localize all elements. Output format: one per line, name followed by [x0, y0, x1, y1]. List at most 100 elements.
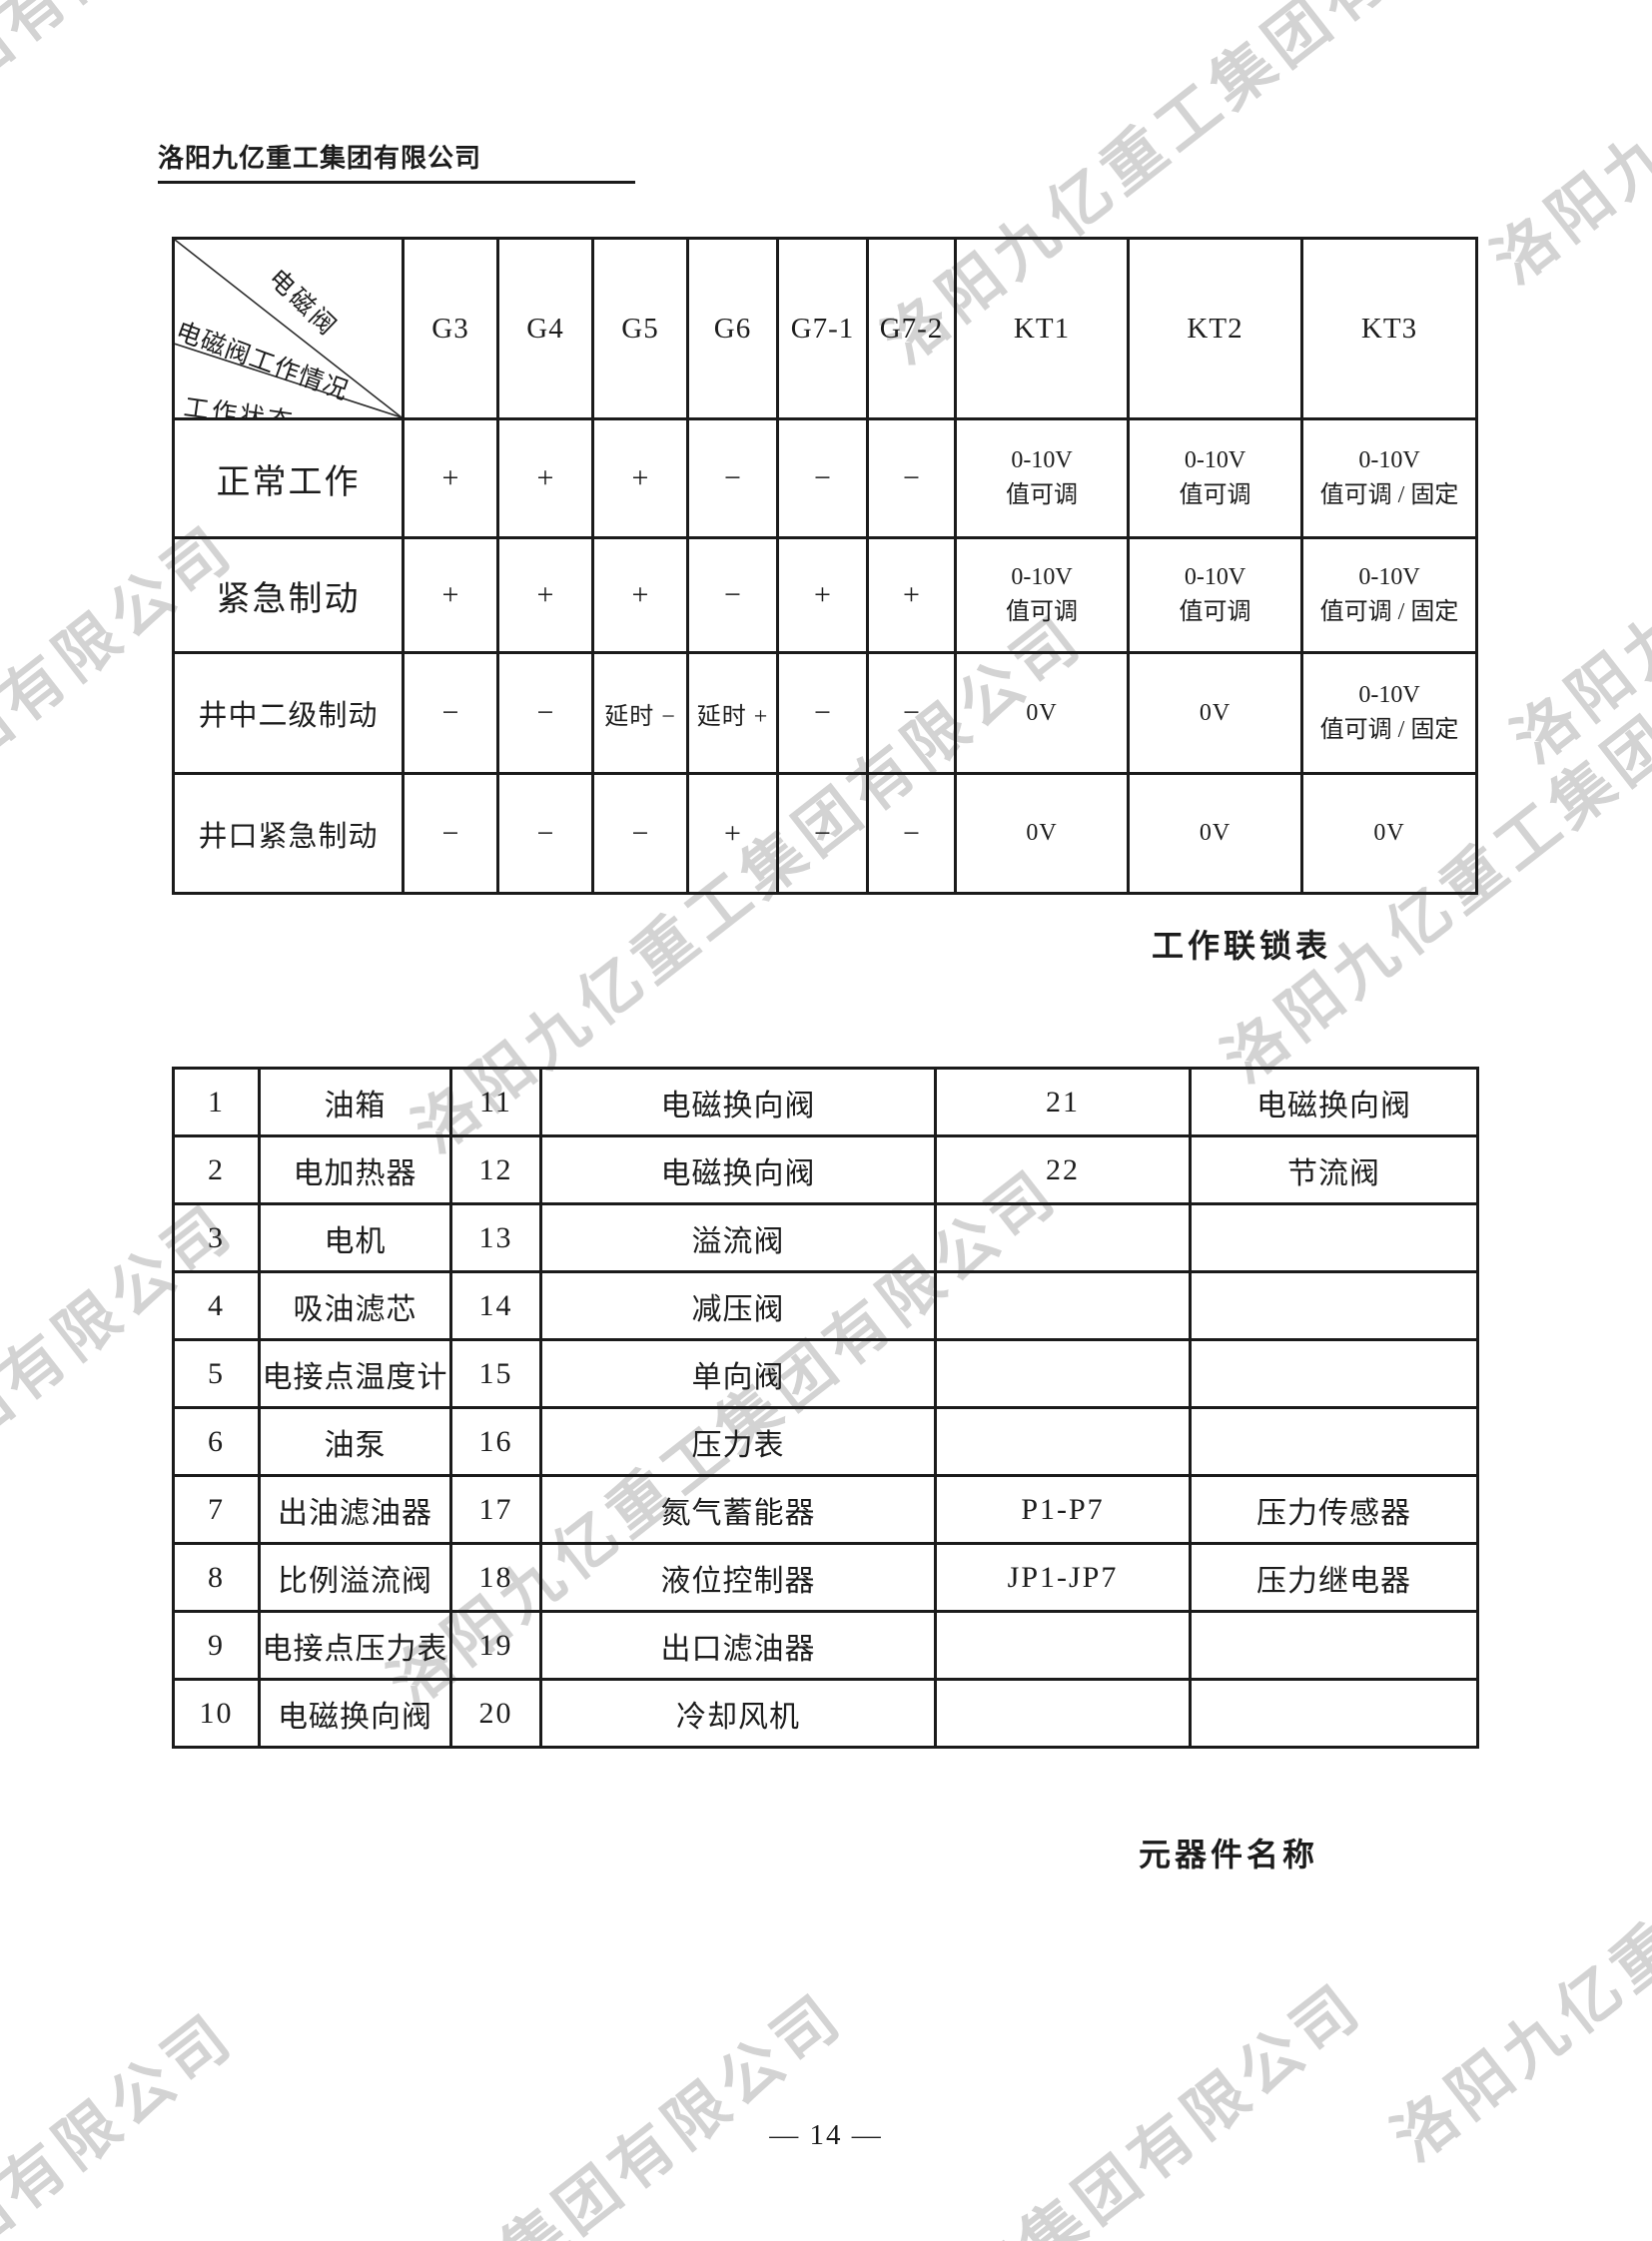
kt-value-line: 值可调 — [1179, 482, 1251, 508]
component-table-row: 8 比例溢流阀 18 液位控制器 JP1-JP7 压力继电器 — [172, 1542, 1479, 1613]
component-table-row: 10 电磁换向阀 20 冷却风机 — [172, 1678, 1479, 1749]
component-name: 电接点压力表 — [258, 1610, 452, 1681]
watermark-text: 洛阳九亿重工集团有限公司 — [152, 1967, 859, 2241]
interlock-value-cell: − — [686, 536, 779, 654]
interlock-table-row: 井中二级制动 − − 延时 − 延时 + − −0V 0V 0-10V 值可调 / 固定 — [172, 651, 1478, 775]
interlock-value-cell: + — [776, 536, 869, 654]
component-table-row: 1 油箱 11 电磁换向阀 21 电磁换向阀 — [172, 1067, 1479, 1137]
components-table: 1 油箱 11 电磁换向阀 21 电磁换向阀 2 电加热器 12 电磁换向阀 22 节流阀 3 电机 13 溢… — [172, 1067, 1479, 1749]
component-number: 19 — [449, 1610, 542, 1681]
interlock-table-row: 紧急制动 + + + − + +0-10V 值可调 0-10V 值可调 0-10V 值可调 / 固定 — [172, 536, 1478, 654]
interlock-value-cell: 0V — [1127, 772, 1303, 895]
kt-value-line: 0-10V — [1011, 564, 1073, 590]
component-table-row: 3 电机 13 溢流阀 — [172, 1202, 1479, 1273]
watermark-text: 洛阳九亿重工集团有限公司 — [1500, 213, 1652, 777]
component-number: 4 — [172, 1270, 261, 1341]
interlock-value-cell: − — [402, 772, 499, 895]
component-number: 16 — [449, 1406, 542, 1477]
interlock-value-cell: 0V — [1127, 651, 1303, 775]
work-state-label: 紧急制动 — [172, 536, 405, 654]
interlock-value-cell: 延时 − — [591, 651, 689, 775]
solenoid-column-header: KT1 — [954, 237, 1130, 420]
component-table-row: 9 电接点压力表 19 出口滤油器 — [172, 1610, 1479, 1681]
component-number: P1-P7 — [934, 1474, 1192, 1545]
interlock-value-cell: − — [866, 772, 957, 895]
component-number: JP1-JP7 — [934, 1542, 1192, 1613]
component-name: 单向阀 — [539, 1338, 937, 1409]
watermark-text: 洛阳九亿重工集团有限公司 — [1480, 0, 1652, 298]
component-number — [934, 1406, 1192, 1477]
component-number: 1 — [172, 1067, 261, 1137]
company-header-title: 洛阳九亿重工集团有限公司 — [158, 144, 482, 173]
component-number: 10 — [172, 1678, 261, 1749]
component-name: 电加热器 — [258, 1134, 452, 1205]
component-name: 电磁换向阀 — [539, 1067, 937, 1137]
component-table-row: 7 出油滤油器 17 氮气蓄能器 P1-P7 压力传感器 — [172, 1474, 1479, 1545]
interlock-value-cell: + — [496, 417, 594, 539]
interlock-value-cell: 0V — [954, 651, 1130, 775]
interlock-value-cell: − — [776, 651, 869, 775]
kt-value-line: 值可调 / 固定 — [1319, 482, 1459, 508]
component-name: 出油滤油器 — [258, 1474, 452, 1545]
component-table-row: 4 吸油滤芯 14 减压阀 — [172, 1270, 1479, 1341]
component-name: 液位控制器 — [539, 1542, 937, 1613]
solenoid-column-header: G3 — [402, 237, 499, 420]
kt-value-line: 值可调 — [1006, 482, 1078, 508]
component-name — [1189, 1610, 1479, 1681]
work-state-label: 井中二级制动 — [172, 651, 405, 775]
component-name: 减压阀 — [539, 1270, 937, 1341]
component-number — [934, 1678, 1192, 1749]
component-name: 电磁换向阀 — [1189, 1067, 1479, 1137]
work-state-label: 井口紧急制动 — [172, 772, 405, 895]
interlock-value-cell: − — [866, 651, 957, 775]
interlock-value-cell: + — [496, 536, 594, 654]
solenoid-column-header: G6 — [686, 237, 779, 420]
component-number: 6 — [172, 1406, 261, 1477]
component-name: 冷却风机 — [539, 1678, 937, 1749]
component-name — [1189, 1338, 1479, 1409]
component-name: 电磁换向阀 — [539, 1134, 937, 1205]
component-name — [1189, 1406, 1479, 1477]
interlock-value-cell: − — [776, 772, 869, 895]
component-number: 2 — [172, 1134, 261, 1205]
solenoid-column-header: G7-2 — [866, 237, 957, 420]
component-number: 5 — [172, 1338, 261, 1409]
interlock-value-cell: + — [591, 417, 689, 539]
component-number — [934, 1202, 1192, 1273]
header-underline — [158, 181, 635, 184]
interlock-value-cell: − — [402, 651, 499, 775]
solenoid-column-header: G7-1 — [776, 237, 869, 420]
component-name: 电机 — [258, 1202, 452, 1273]
work-state-label: 正常工作 — [172, 417, 405, 539]
interlock-value-cell: − — [686, 417, 779, 539]
interlock-table-caption: 工作联锁表 — [1152, 928, 1332, 964]
interlock-value-cell: 0-10V 值可调 / 固定 — [1300, 417, 1478, 539]
interlock-table-row: 井口紧急制动 − − − + − −0V 0V 0V — [172, 772, 1478, 895]
component-number: 17 — [449, 1474, 542, 1545]
component-name: 节流阀 — [1189, 1134, 1479, 1205]
component-number: 3 — [172, 1202, 261, 1273]
component-name: 电接点温度计 — [258, 1338, 452, 1409]
interlock-value-cell: 0-10V 值可调 / 固定 — [1300, 651, 1478, 775]
interlock-value-cell: − — [776, 417, 869, 539]
component-name: 溢流阀 — [539, 1202, 937, 1273]
component-table-row: 5 电接点温度计 15 单向阀 — [172, 1338, 1479, 1409]
solenoid-column-header: G4 — [496, 237, 594, 420]
kt-value-line: 0-10V — [1358, 447, 1420, 473]
component-number — [934, 1270, 1192, 1341]
page-number: — 14 — — [769, 2119, 883, 2151]
interlock-value-cell: − — [496, 651, 594, 775]
interlock-value-cell: + — [866, 536, 957, 654]
component-table-row: 6 油泵 16 压力表 — [172, 1406, 1479, 1477]
component-name: 油泵 — [258, 1406, 452, 1477]
interlock-value-cell: 延时 + — [686, 651, 779, 775]
component-number: 13 — [449, 1202, 542, 1273]
interlock-value-cell: − — [591, 772, 689, 895]
component-number: 20 — [449, 1678, 542, 1749]
component-number: 9 — [172, 1610, 261, 1681]
component-number: 21 — [934, 1067, 1192, 1137]
interlock-value-cell: 0V — [954, 772, 1130, 895]
interlock-value-cell: 0-10V 值可调 — [1127, 417, 1303, 539]
kt-value-line: 0-10V — [1358, 682, 1420, 708]
